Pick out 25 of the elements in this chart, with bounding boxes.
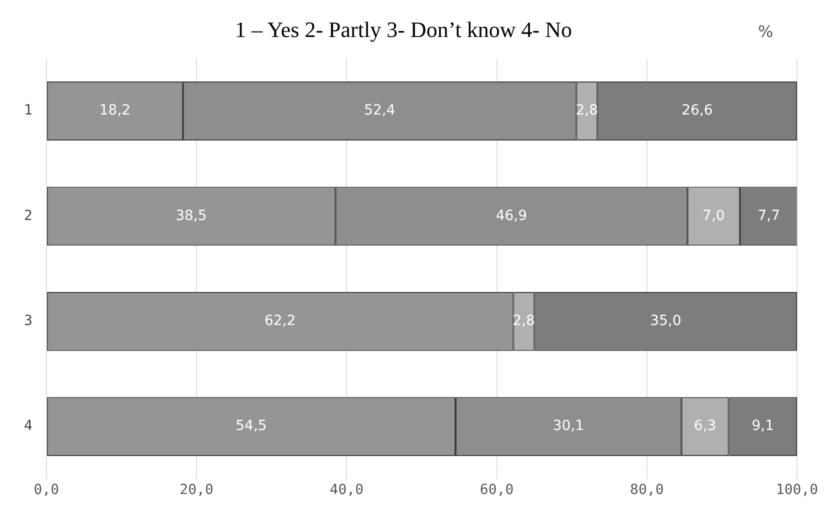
x-tick-label: 80,0	[630, 482, 664, 498]
data-label: 38,5	[176, 208, 207, 224]
y-tick-label: 2	[24, 208, 32, 224]
data-label: 7,7	[758, 208, 780, 224]
x-tick-label: 100,0	[776, 482, 818, 498]
data-label: 46,9	[496, 208, 527, 224]
data-label: 52,4	[364, 102, 396, 119]
y-tick-label: 3	[24, 313, 32, 330]
x-tick-label: 60,0	[480, 482, 514, 498]
y-tick-label: 4	[24, 418, 32, 434]
data-label: 62,2	[264, 313, 296, 330]
data-label: 9,1	[752, 418, 774, 434]
data-label: 26,6	[682, 102, 713, 119]
x-tick-label: 20,0	[180, 482, 214, 498]
text: %	[758, 22, 774, 41]
data-label: 7,0	[702, 208, 725, 224]
data-label: 6,3	[694, 418, 716, 434]
data-label: 18,2	[99, 102, 131, 119]
x-tick-label: 40,0	[330, 482, 364, 498]
data-label: 30,1	[552, 418, 584, 434]
y-tick-label: 1	[24, 102, 32, 119]
chart-title: 1 – Yes 2- Partly 3- Don’t know 4- No	[235, 16, 572, 42]
data-label: 35,0	[650, 313, 682, 330]
x-tick-label: 0,0	[34, 482, 60, 498]
data-label: 54,5	[236, 418, 267, 434]
